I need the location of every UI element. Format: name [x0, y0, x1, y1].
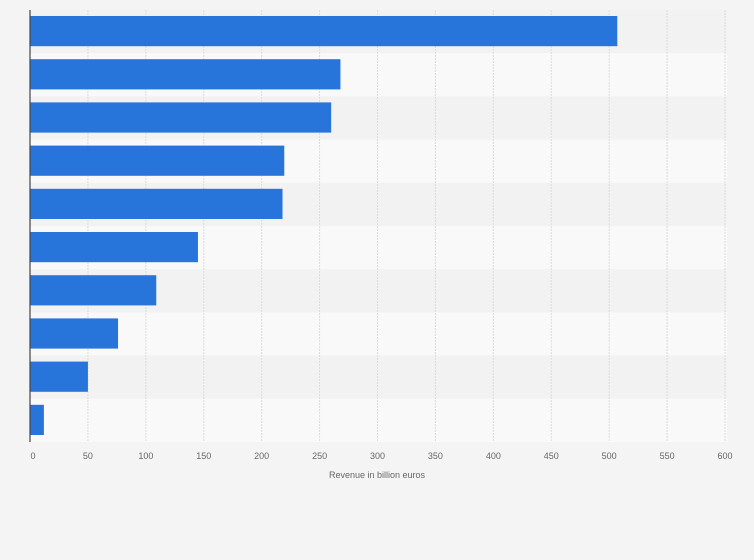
- x-tick-label: 550: [660, 451, 675, 461]
- x-tick-label: 300: [370, 451, 385, 461]
- bar[interactable]: [30, 188, 283, 219]
- x-tick-label: 600: [717, 451, 732, 461]
- bar[interactable]: [30, 318, 119, 349]
- x-tick-label: 450: [544, 451, 559, 461]
- row-band: [30, 398, 727, 442]
- x-tick-label: 100: [138, 451, 153, 461]
- x-axis-title: Revenue in billion euros: [329, 470, 426, 480]
- x-tick-label: 0: [30, 451, 35, 461]
- x-tick-label: 400: [486, 451, 501, 461]
- x-tick-label: 50: [83, 451, 93, 461]
- x-tick-label: 350: [428, 451, 443, 461]
- bar[interactable]: [30, 404, 44, 435]
- x-tick-label: 150: [196, 451, 211, 461]
- x-tick-label: 500: [602, 451, 617, 461]
- bar[interactable]: [30, 59, 341, 90]
- row-band: [30, 355, 727, 399]
- x-tick-label: 200: [254, 451, 269, 461]
- bar[interactable]: [30, 361, 88, 392]
- bar[interactable]: [30, 145, 285, 176]
- bar[interactable]: [30, 102, 332, 133]
- row-band: [30, 312, 727, 356]
- x-tick-label: 250: [312, 451, 327, 461]
- bar[interactable]: [30, 16, 618, 47]
- bar[interactable]: [30, 232, 198, 263]
- bar[interactable]: [30, 275, 157, 306]
